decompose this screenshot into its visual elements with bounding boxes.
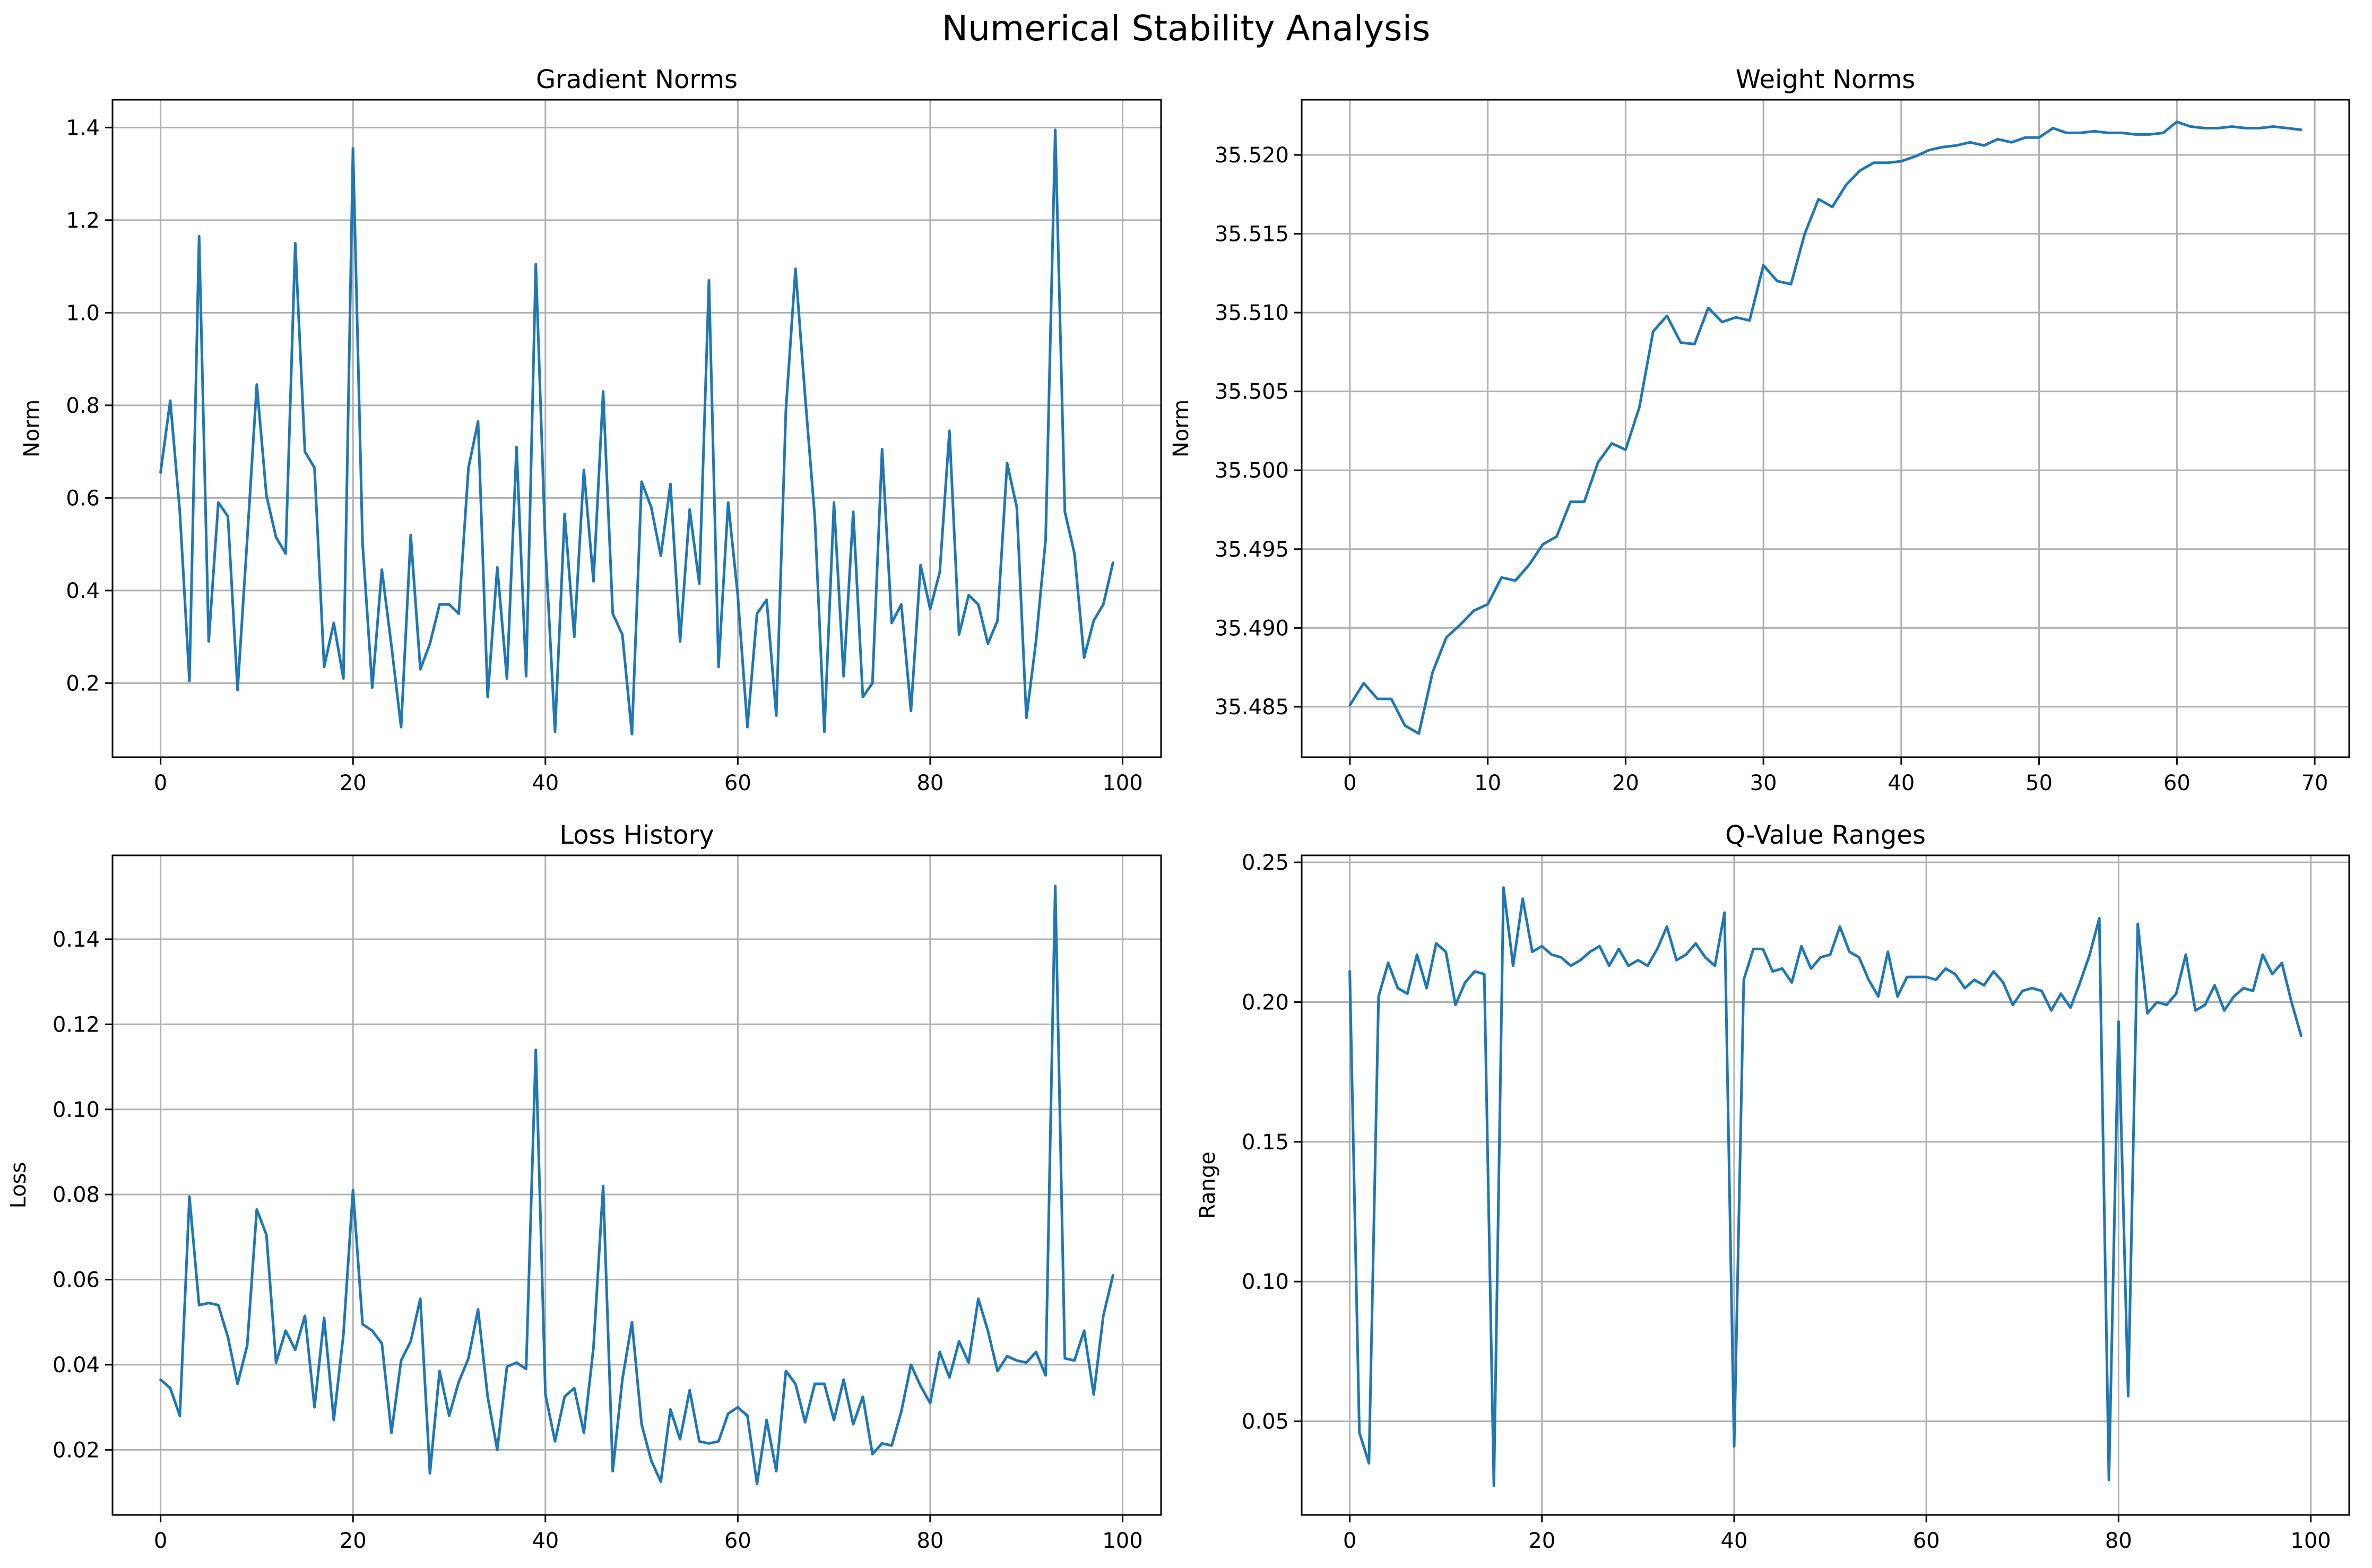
y-tick-label: 0.04 <box>53 1353 100 1378</box>
y-tick-label: 0.12 <box>53 1012 100 1037</box>
y-tick-label: 35.505 <box>1215 380 1289 404</box>
panel-title: Gradient Norms <box>536 65 738 94</box>
x-tick-label: 0 <box>154 771 167 795</box>
y-axis-label: Norm <box>20 400 44 457</box>
subplot-4: 0 20 40 60 80 100 0.05 0.10 0.15 0.20 0.25 Q-Value … <box>1196 820 2350 1553</box>
x-tick-label: 80 <box>2105 1529 2132 1553</box>
x-tick-label: 70 <box>2301 771 2328 795</box>
x-tick-label: 30 <box>1750 771 1777 795</box>
x-tick-label: 60 <box>724 771 751 795</box>
axes-frame <box>111 99 1162 758</box>
x-tick-label: 40 <box>532 1529 559 1553</box>
axes-frame <box>1301 854 2350 1516</box>
y-tick-label: 35.515 <box>1215 222 1289 247</box>
x-tick-label: 10 <box>1474 771 1501 795</box>
subplot-3: 0 20 40 60 80 100 0.02 0.04 0.06 0.08 0.10 0.12 0.14… <box>6 820 1162 1553</box>
x-tick-label: 0 <box>154 1529 167 1553</box>
y-tick-label: 0.14 <box>53 928 100 952</box>
x-tick-label: 80 <box>916 771 943 795</box>
x-tick-label: 40 <box>1888 771 1915 795</box>
y-tick-label: 0.02 <box>53 1438 100 1462</box>
x-tick-label: 100 <box>2290 1529 2331 1553</box>
y-tick-label: 0.4 <box>66 579 100 603</box>
y-tick-label: 35.490 <box>1215 616 1289 640</box>
panel-title: Q-Value Ranges <box>1725 820 1926 850</box>
x-tick-label: 40 <box>532 771 559 795</box>
y-tick-label: 1.4 <box>66 116 100 140</box>
y-tick-label: 0.6 <box>66 486 100 510</box>
panel-title: Loss History <box>559 820 714 850</box>
x-tick-label: 20 <box>1612 771 1639 795</box>
y-tick-label: 0.15 <box>1242 1130 1289 1155</box>
y-tick-label: 0.10 <box>1242 1270 1289 1294</box>
y-tick-label: 35.485 <box>1215 695 1289 720</box>
figure-title: Numerical Stability Analysis <box>942 8 1431 49</box>
series-line <box>1348 120 2302 735</box>
y-tick-label: 35.520 <box>1215 143 1289 168</box>
y-tick-label: 0.10 <box>53 1098 100 1122</box>
y-tick-label: 1.2 <box>66 209 100 233</box>
x-tick-label: 60 <box>2163 771 2191 795</box>
y-tick-label: 0.08 <box>53 1183 100 1207</box>
x-tick-label: 0 <box>1343 1529 1356 1553</box>
axes-frame <box>111 854 1162 1516</box>
y-axis-label: Range <box>1196 1151 1220 1219</box>
series-line <box>159 885 1114 1485</box>
y-tick-label: 35.500 <box>1215 458 1289 483</box>
y-tick-label: 35.510 <box>1215 301 1289 325</box>
axes-frame <box>1301 99 2350 758</box>
x-tick-label: 20 <box>1528 1529 1555 1553</box>
y-tick-label: 0.8 <box>66 394 100 418</box>
x-tick-label: 80 <box>916 1529 943 1553</box>
y-axis-label: Loss <box>6 1162 31 1209</box>
x-tick-label: 20 <box>340 1529 367 1553</box>
x-tick-label: 60 <box>1913 1529 1940 1553</box>
y-tick-label: 1.0 <box>66 301 100 325</box>
y-tick-label: 0.2 <box>66 671 100 696</box>
y-tick-label: 0.25 <box>1242 851 1289 875</box>
x-tick-label: 40 <box>1721 1529 1748 1553</box>
y-axis-label: Norm <box>1169 400 1193 457</box>
x-tick-label: 20 <box>340 771 367 795</box>
x-tick-label: 60 <box>724 1529 751 1553</box>
panel-title: Weight Norms <box>1736 65 1915 94</box>
x-tick-label: 50 <box>2025 771 2053 795</box>
subplot-grid: 0 20 40 60 80 1000.20.40.60.81.01.21.4Gradien… <box>6 65 2350 1553</box>
series-line <box>159 128 1114 735</box>
y-tick-label: 0.20 <box>1242 991 1289 1015</box>
y-tick-label: 35.495 <box>1215 538 1289 562</box>
x-tick-label: 100 <box>1102 771 1142 795</box>
subplot-2: 0 10 20 30 40 50 60 70 35.485 35.490 35.495 35.500 3… <box>1169 65 2350 795</box>
x-tick-label: 0 <box>1343 771 1356 795</box>
y-tick-label: 0.06 <box>53 1268 100 1293</box>
subplot-1: 0 20 40 60 80 100 0.2 0.4 0.6 0.8 1.0 1.2 1.4 Gradien… <box>20 65 1162 795</box>
series-line <box>1348 886 2302 1487</box>
y-tick-label: 0.05 <box>1242 1410 1289 1434</box>
x-tick-label: 100 <box>1102 1529 1142 1553</box>
